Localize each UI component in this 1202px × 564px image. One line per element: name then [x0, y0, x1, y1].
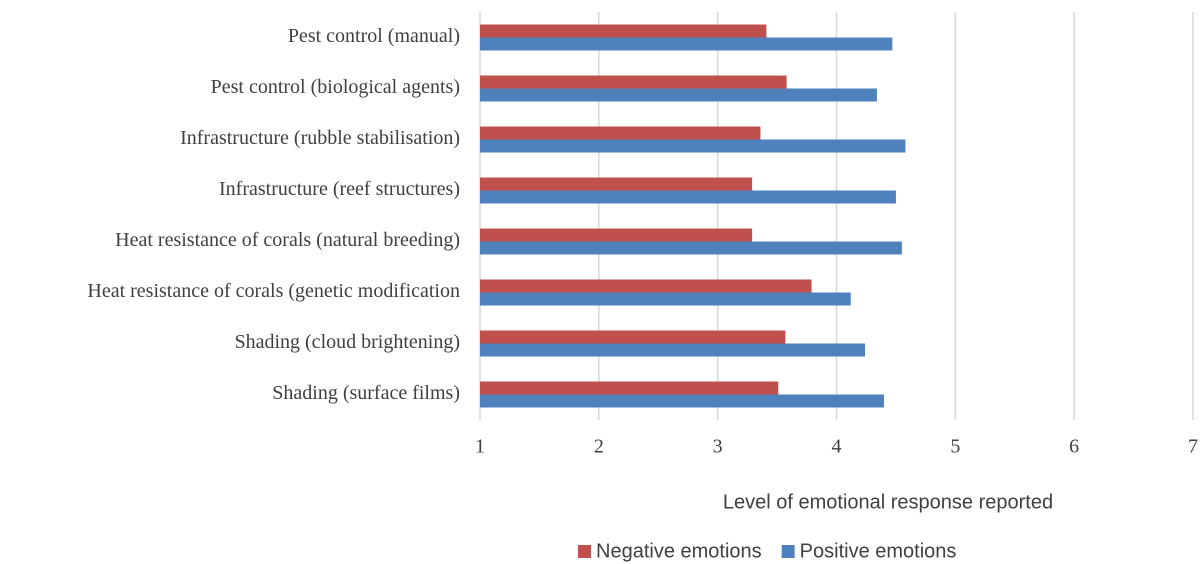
x-tick-label: 4 — [832, 436, 842, 458]
bar — [480, 139, 906, 153]
y-tick-label: Heat resistance of corals (genetic modif… — [87, 280, 460, 302]
x-tick-label: 2 — [594, 436, 604, 458]
bar — [480, 330, 786, 344]
bar — [480, 343, 866, 357]
y-tick-label: Shading (surface films) — [272, 382, 460, 404]
x-tick-label: 1 — [475, 436, 485, 458]
bar — [480, 190, 896, 204]
bar — [480, 279, 812, 293]
bar — [480, 177, 753, 191]
bar — [480, 75, 787, 89]
x-tick-label: 5 — [950, 436, 960, 458]
y-tick-label: Infrastructure (reef structures) — [219, 178, 460, 200]
bar — [480, 241, 902, 255]
bar — [480, 228, 753, 242]
legend-label: Positive emotions — [800, 540, 957, 562]
bar — [480, 24, 767, 38]
bar — [480, 126, 761, 140]
y-tick-label: Pest control (biological agents) — [211, 76, 460, 98]
legend-label: Negative emotions — [596, 540, 762, 562]
bar — [480, 292, 851, 306]
x-axis-title: Level of emotional response reported — [723, 491, 1053, 513]
legend-swatch — [781, 545, 795, 558]
y-tick-label: Infrastructure (rubble stabilisation) — [180, 127, 460, 149]
y-tick-label: Heat resistance of corals (natural breed… — [115, 229, 460, 251]
x-tick-label: 6 — [1069, 436, 1079, 458]
bar — [480, 394, 885, 408]
legend-swatch — [578, 545, 591, 558]
x-tick-label: 7 — [1188, 436, 1198, 458]
y-tick-label: Pest control (manual) — [288, 25, 460, 47]
x-tick-label: 3 — [713, 436, 723, 458]
bar — [480, 88, 877, 102]
y-tick-label: Shading (cloud brightening) — [234, 331, 460, 353]
bar — [480, 37, 893, 51]
bar — [480, 381, 779, 395]
